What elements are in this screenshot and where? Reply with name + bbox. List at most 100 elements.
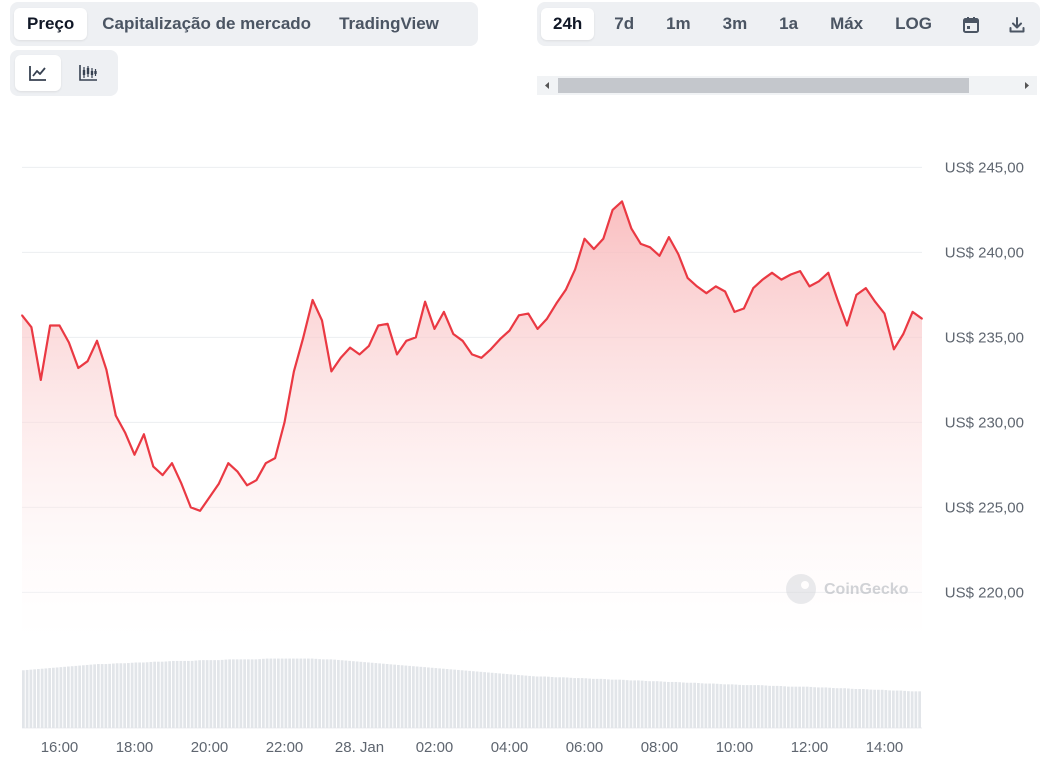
range-7d-button[interactable]: 7d [614, 14, 635, 33]
volume-bar [434, 668, 438, 728]
volume-bar [644, 680, 648, 728]
price-point [546, 317, 548, 320]
volume-bar [74, 665, 78, 728]
volume-bar [25, 669, 29, 728]
volume-bar [295, 658, 299, 728]
price-point [452, 333, 455, 335]
x-tick-label: 12:00 [791, 739, 829, 756]
price-point [508, 329, 511, 332]
volume-bar [775, 685, 779, 728]
price-point [311, 299, 314, 301]
range-selector: 24h 7d 1m 3m 1a Máx LOG [537, 2, 1040, 46]
volume-bar [565, 677, 569, 728]
volume-bar [577, 678, 580, 728]
volume-bar [464, 670, 468, 728]
navigator-scrollbar[interactable] [537, 76, 1037, 95]
volume-bar [820, 687, 824, 728]
volume-bar [123, 663, 126, 728]
volume-bar [247, 659, 250, 728]
price-point [733, 311, 736, 313]
volume-bar [862, 689, 865, 728]
price-point [274, 457, 276, 459]
volume-bar [415, 666, 419, 728]
volume-bar [723, 684, 726, 728]
volume-bar [134, 662, 138, 728]
price-point [180, 482, 183, 485]
price-point [555, 302, 558, 305]
range-24h-button[interactable]: 24h [541, 8, 595, 40]
volume-bar [670, 681, 674, 728]
price-point [124, 431, 126, 434]
volume-bar [490, 672, 494, 728]
price-point [218, 482, 220, 485]
volume-bar [258, 659, 261, 728]
volume-bar [535, 676, 539, 728]
price-point [630, 227, 633, 230]
price-point [358, 353, 361, 356]
scroll-right-arrow-icon[interactable] [1021, 79, 1033, 92]
volume-bar [445, 669, 449, 728]
price-chart[interactable]: US$ 220,00 US$ 225,00 US$ 230,00 US$ 235,00… [0, 110, 1053, 775]
price-point [864, 287, 867, 289]
volume-bar [453, 669, 456, 728]
volume-bar [457, 669, 460, 728]
volume-bar [880, 689, 884, 728]
volume-bar [614, 679, 618, 728]
volume-bar [787, 686, 790, 728]
price-point [471, 353, 473, 356]
x-tick-label: 04:00 [491, 739, 529, 756]
volume-bar [700, 683, 704, 728]
volume-bar [479, 671, 483, 728]
volume-bar [907, 691, 910, 728]
volume-bar [138, 662, 141, 728]
tab-tradingview[interactable]: TradingView [339, 14, 439, 33]
price-point [668, 236, 670, 239]
volume-bar [460, 670, 464, 728]
x-tick-label: 02:00 [416, 739, 454, 756]
volume-bar [659, 681, 663, 728]
price-point [696, 285, 698, 288]
tab-market-cap[interactable]: Capitalização de mercado [102, 14, 312, 33]
price-point [161, 474, 164, 476]
tab-price[interactable]: Preço [14, 8, 88, 40]
range-3m-button[interactable]: 3m [722, 14, 748, 33]
volume-bar [310, 658, 314, 728]
range-max-button[interactable]: Máx [830, 14, 864, 33]
candlestick-chart-button[interactable] [65, 55, 111, 91]
volume-bar [232, 659, 235, 728]
range-1m-button[interactable]: 1m [666, 14, 691, 33]
price-point [302, 336, 305, 339]
volume-bar [37, 669, 40, 728]
line-chart-button[interactable] [15, 55, 61, 91]
price-point [611, 209, 614, 211]
volume-bar [790, 686, 794, 728]
price-point [349, 346, 351, 349]
volume-bar [355, 661, 359, 728]
volume-bar [239, 659, 243, 728]
volume-bar [220, 659, 224, 728]
volume-bar [798, 686, 801, 728]
volume-bar [483, 672, 486, 728]
log-scale-button[interactable]: LOG [895, 14, 932, 33]
price-point [902, 333, 905, 335]
volume-bar [502, 673, 505, 728]
range-1a-button[interactable]: 1a [779, 14, 799, 33]
download-button[interactable] [998, 8, 1036, 40]
volume-bar [704, 683, 708, 728]
volume-bar [168, 661, 171, 728]
scroll-left-arrow-icon[interactable] [541, 79, 553, 92]
volume-bar [472, 671, 475, 728]
scrollbar-thumb[interactable] [558, 78, 969, 93]
price-point [105, 368, 108, 371]
volume-bar [400, 665, 404, 728]
price-point [658, 254, 661, 257]
price-point [518, 314, 520, 317]
volume-bar [85, 664, 89, 728]
coingecko-logo [786, 574, 816, 604]
price-point [883, 312, 886, 315]
volume-bar [607, 679, 610, 728]
price-point [789, 273, 792, 276]
volume-bar [40, 668, 44, 728]
calendar-button[interactable] [952, 8, 990, 40]
volume-bar [115, 663, 119, 728]
